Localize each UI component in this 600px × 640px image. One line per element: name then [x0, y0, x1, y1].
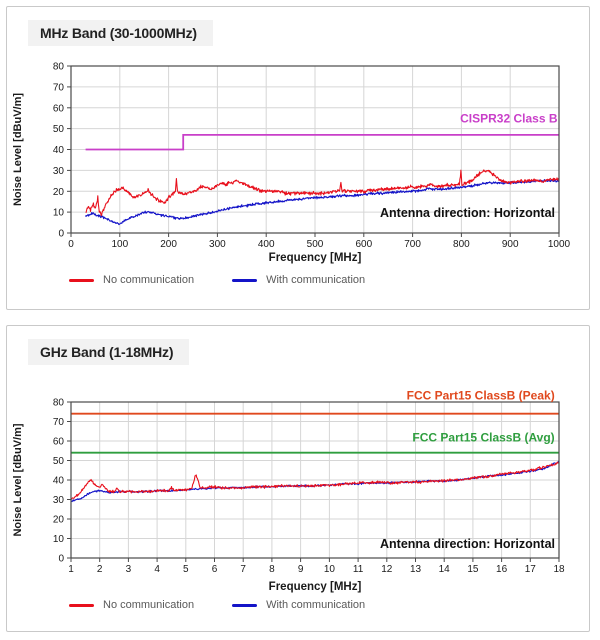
svg-text:18: 18 [553, 564, 565, 575]
legend-item-no-communication: No communication [69, 599, 194, 611]
svg-text:16: 16 [496, 564, 508, 575]
svg-text:500: 500 [307, 239, 324, 250]
legend-label: No communication [103, 274, 195, 286]
svg-text:900: 900 [502, 239, 519, 250]
svg-text:700: 700 [404, 239, 421, 250]
svg-text:70: 70 [53, 417, 65, 428]
legend-label: With communication [266, 274, 366, 286]
mhz-band-legend: No communication With communication [7, 274, 589, 286]
svg-text:Noise Level [dBuV/m]: Noise Level [dBuV/m] [12, 423, 24, 536]
ghz-band-chart: 1 2 3 4 5 6 7 8 9 10 11 12 13 14 15 16 17 180102030405060… [12, 389, 565, 593]
svg-text:Frequency [MHz]: Frequency [MHz] [269, 252, 362, 264]
svg-text:1000: 1000 [548, 239, 571, 250]
svg-text:Noise Level [dBuV/m]: Noise Level [dBuV/m] [12, 93, 24, 206]
svg-text:Antenna direction: Horizontal: Antenna direction: Horizontal [380, 206, 555, 220]
svg-text:70: 70 [53, 82, 65, 93]
legend-label: No communication [103, 599, 195, 611]
svg-text:200: 200 [160, 239, 177, 250]
svg-text:12: 12 [381, 564, 393, 575]
mhz-band-title: MHz Band (30-1000MHz) [28, 20, 213, 46]
svg-text:20: 20 [53, 187, 65, 198]
svg-text:400: 400 [258, 239, 275, 250]
svg-text:600: 600 [355, 239, 372, 250]
svg-text:3: 3 [126, 564, 132, 575]
svg-text:1: 1 [68, 564, 74, 575]
svg-text:60: 60 [53, 437, 65, 448]
svg-text:100: 100 [111, 239, 128, 250]
svg-text:Antenna direction: Horizontal: Antenna direction: Horizontal [380, 537, 555, 551]
svg-text:60: 60 [53, 103, 65, 114]
red-dash-icon [69, 278, 94, 282]
blue-dash-icon [232, 603, 258, 607]
blue-dash-icon [232, 278, 258, 282]
svg-text:30: 30 [53, 166, 65, 177]
legend-item-no-communication: No communication [69, 274, 194, 286]
svg-text:50: 50 [53, 124, 65, 135]
svg-text:9: 9 [298, 564, 304, 575]
svg-text:30: 30 [53, 495, 65, 506]
legend-item-with-communication: With communication [232, 274, 365, 286]
ghz-band-title: GHz Band (1-18MHz) [28, 339, 190, 365]
svg-text:15: 15 [467, 564, 479, 575]
legend-label: With communication [266, 599, 366, 611]
svg-text:50: 50 [53, 456, 65, 467]
svg-text:20: 20 [53, 515, 65, 526]
svg-text:80: 80 [53, 62, 65, 73]
svg-text:0: 0 [68, 239, 74, 250]
svg-text:6: 6 [212, 564, 218, 575]
svg-text:40: 40 [53, 476, 65, 487]
svg-text:CISPR32 Class B: CISPR32 Class B [460, 111, 558, 125]
mhz-band-chart: 0 100 200 300 400 500 600 700 800 900 1000 0 10 20 30 4… [12, 62, 571, 265]
ghz-band-legend: No communication With communication [7, 599, 589, 611]
svg-text:10: 10 [324, 564, 336, 575]
mhz-band-panel: MHz Band (30-1000MHz) 0 100 200 300 400 500 60… [6, 6, 590, 310]
svg-text:2: 2 [97, 564, 103, 575]
svg-text:0: 0 [58, 229, 64, 240]
svg-text:17: 17 [525, 564, 537, 575]
svg-text:5: 5 [183, 564, 189, 575]
svg-text:300: 300 [209, 239, 226, 250]
legend-item-with-communication: With communication [232, 599, 365, 611]
red-dash-icon [69, 603, 94, 607]
svg-text:7: 7 [240, 564, 246, 575]
svg-text:FCC Part15 ClassB (Peak): FCC Part15 ClassB (Peak) [407, 389, 555, 403]
svg-text:800: 800 [453, 239, 470, 250]
svg-text:0: 0 [58, 554, 64, 565]
svg-text:11: 11 [353, 564, 364, 575]
svg-text:80: 80 [53, 398, 65, 409]
svg-text:FCC Part15 ClassB (Avg): FCC Part15 ClassB (Avg) [412, 430, 554, 444]
svg-text:4: 4 [154, 564, 160, 575]
svg-text:10: 10 [53, 534, 65, 545]
svg-text:40: 40 [53, 145, 65, 156]
svg-text:8: 8 [269, 564, 275, 575]
svg-text:10: 10 [53, 208, 65, 219]
ghz-band-panel: GHz Band (1-18MHz) 1 2 3 4 5 6 7 8 9 10 11 12 13 14 15… [6, 325, 590, 632]
svg-text:14: 14 [439, 564, 451, 575]
svg-text:Frequency [MHz]: Frequency [MHz] [269, 581, 362, 593]
svg-text:13: 13 [410, 564, 422, 575]
